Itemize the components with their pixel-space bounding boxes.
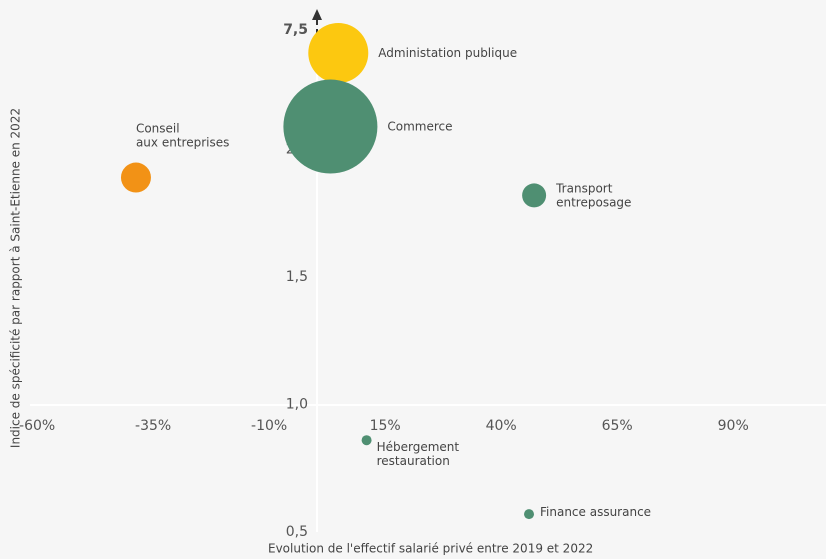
label-line: entreposage [556,195,631,209]
y-tick-label: 1,0 [286,397,308,413]
y-tick-label: 0,5 [286,524,308,540]
bubble-label: Transport entreposage [555,181,631,209]
y-tick-label: 7,5 [283,22,308,38]
bubble-label: Hébergement restauration [377,440,460,468]
axis-arrow [312,9,322,20]
bubble [524,509,535,520]
x-tick-label: -10% [251,418,287,434]
x-tick-label: -60% [19,418,55,434]
bubble-label: Commerce [387,119,452,133]
label-line: Hébergement [377,440,460,454]
x-tick-label: -35% [135,418,171,434]
x-tick-label: 40% [486,418,517,434]
label-line: Commerce [387,119,452,133]
bubble [283,79,378,174]
x-tick-label: 65% [602,418,633,434]
bubble-label: Finance assurance [540,505,651,519]
label-line: Finance assurance [540,505,651,519]
y-axis-label: Indice de spécificité par rapport à Sain… [9,108,23,448]
bubble [361,435,372,446]
label-line: Conseil [136,121,180,135]
bubble [522,183,547,208]
bubble-label: Administation publique [378,46,517,60]
x-axis-label: Evolution de l'effectif salarié privé en… [268,542,593,556]
label-line: Administation publique [378,46,517,60]
bubble [308,23,369,83]
y-tick-label: 1,5 [286,269,308,285]
bubble-label: Conseil aux entreprises [136,121,229,149]
label-line: Transport [555,181,613,195]
label-line: aux entreprises [136,135,229,149]
bubble [120,162,151,193]
x-tick-label: 15% [370,418,401,434]
label-line: restauration [377,454,450,468]
x-tick-label: 90% [718,418,749,434]
